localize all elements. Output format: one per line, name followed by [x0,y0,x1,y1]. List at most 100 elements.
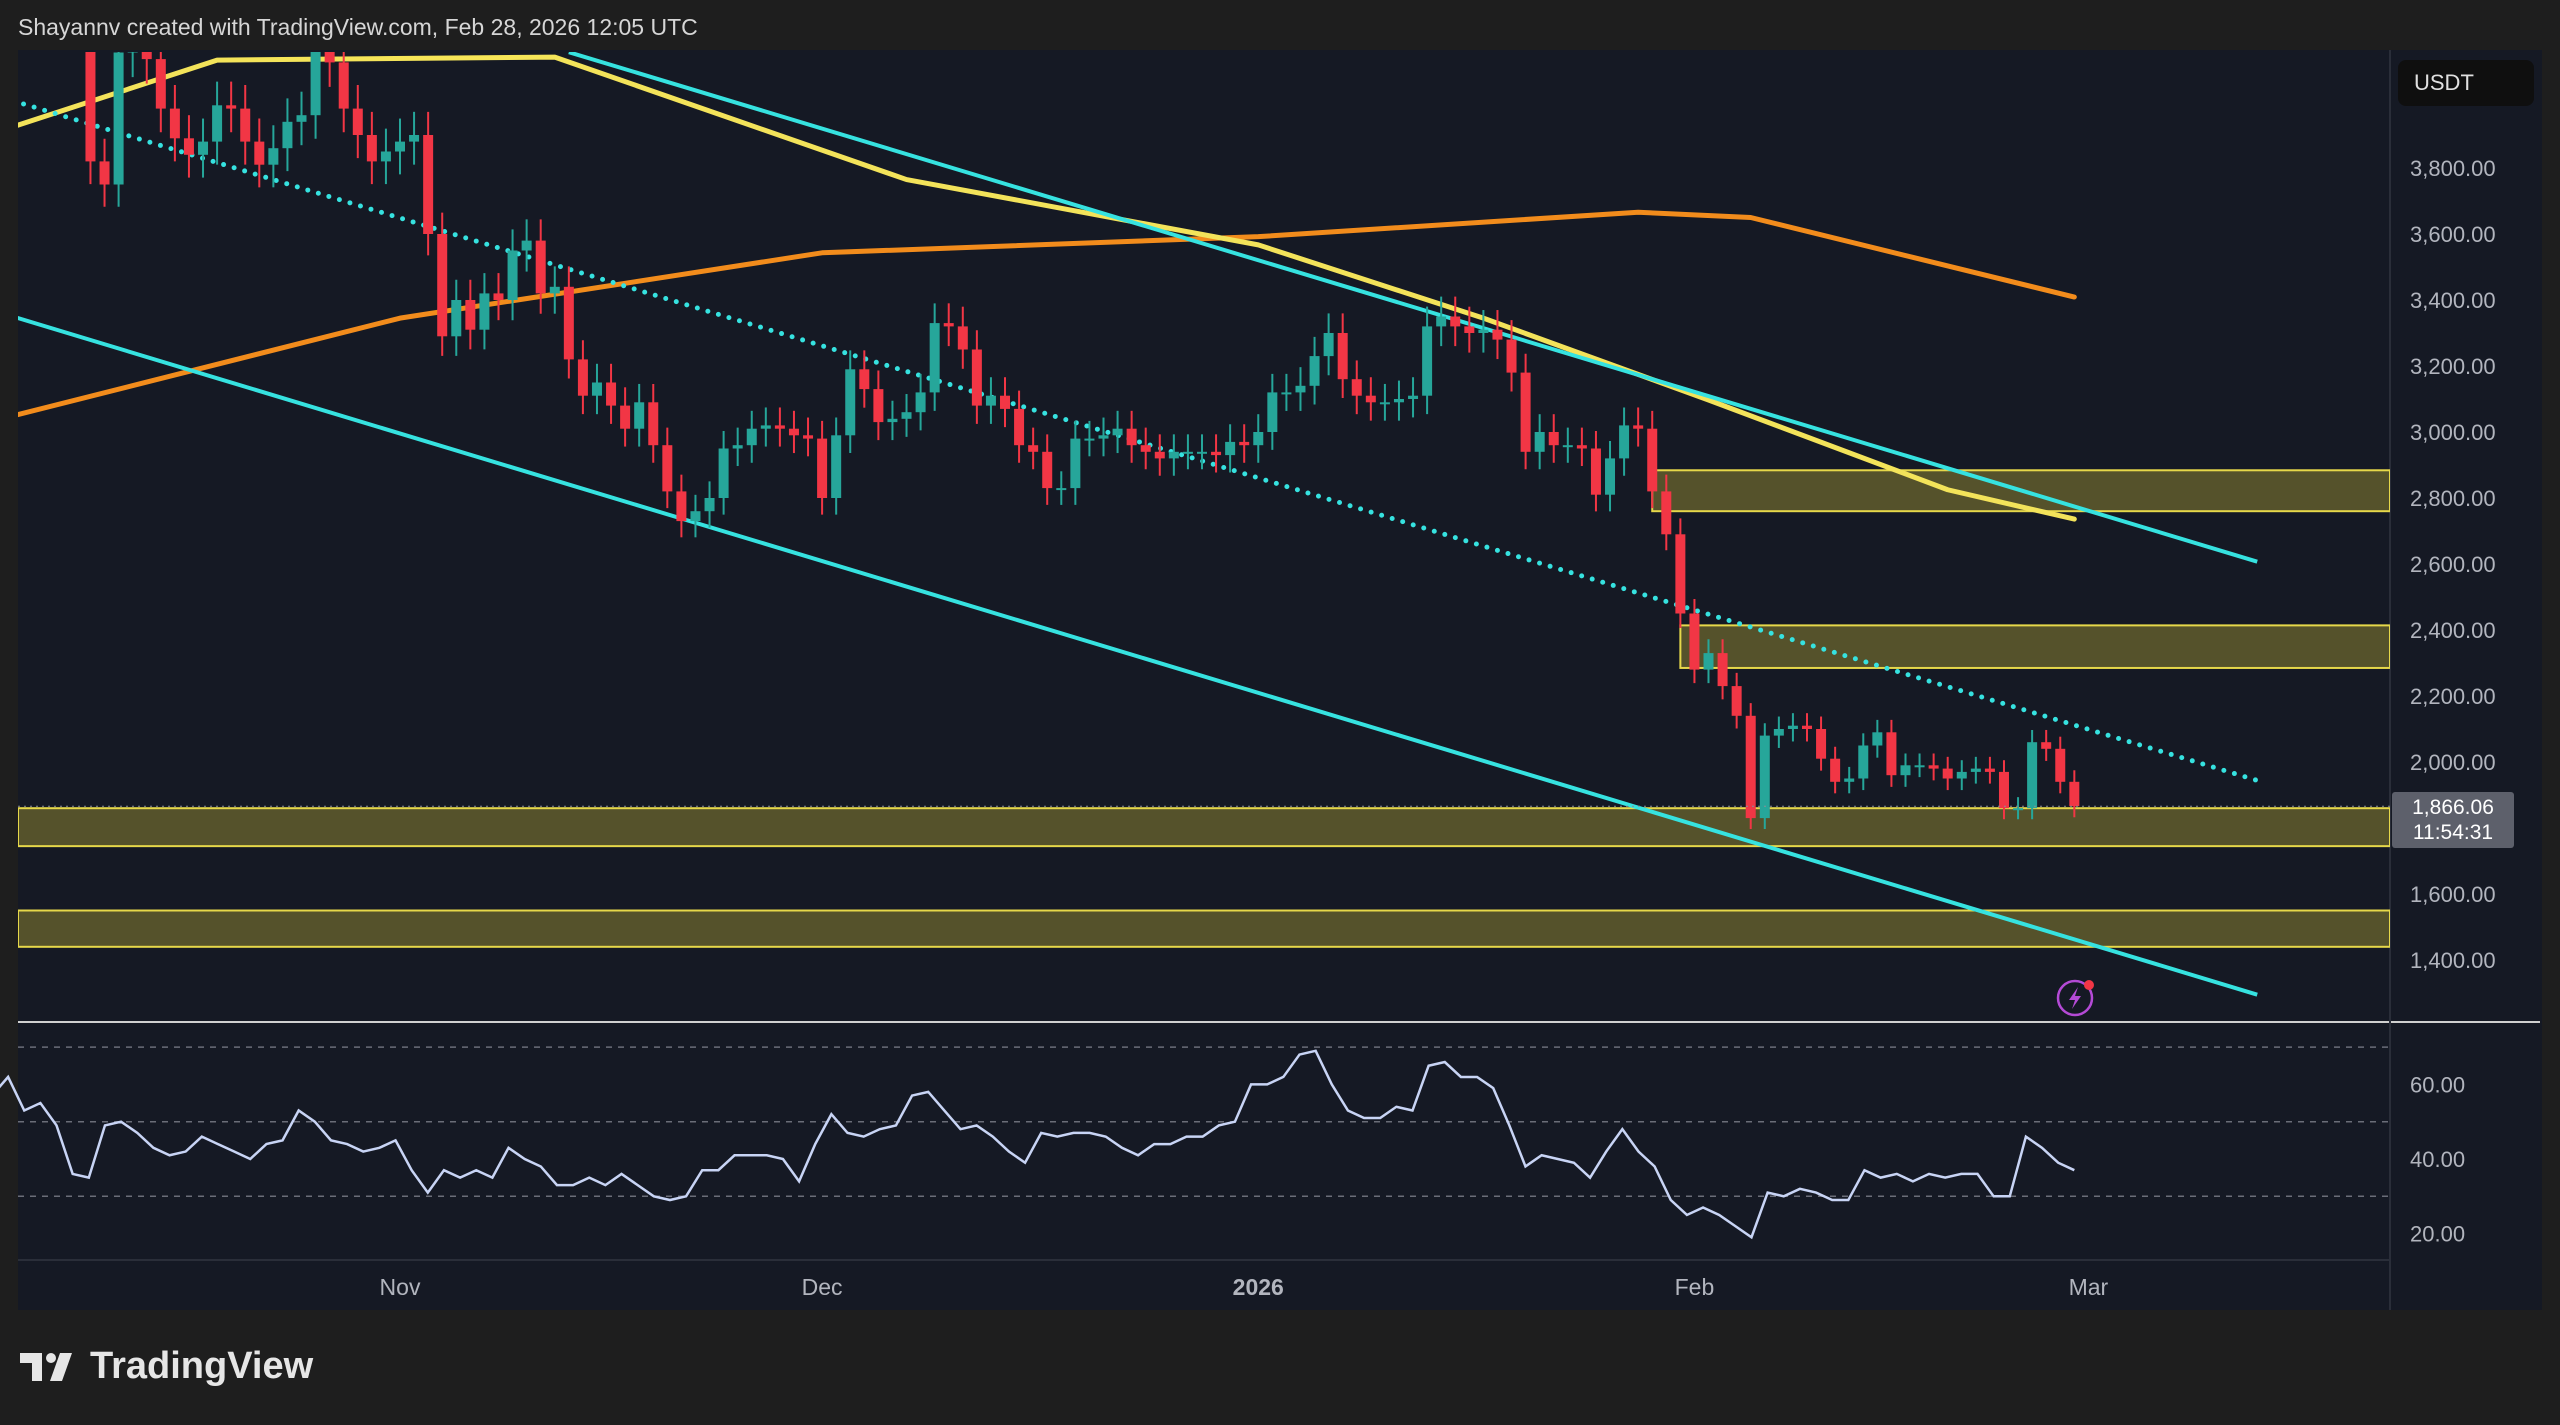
candle [591,363,602,415]
candle [1239,424,1250,463]
candle-body [1830,758,1841,782]
candle [338,52,349,133]
candle-body [1000,395,1011,409]
candle-body [1576,445,1587,449]
channel-mid [18,99,2260,783]
candle [817,420,828,515]
candle [451,279,462,356]
candle [1295,367,1306,411]
candle-body [943,323,954,327]
candle [732,427,743,467]
candle-body [268,148,279,165]
candle-body [1056,488,1067,491]
candle [423,111,434,256]
candle-body [507,250,518,300]
candle-body [380,151,391,162]
candle [1182,434,1193,470]
candle [437,212,448,356]
candle [1562,427,1573,463]
candle [1661,474,1672,551]
candle-body [1492,329,1503,340]
candle [1802,713,1812,742]
candle-body [774,425,785,429]
zones [18,469,2390,948]
candle [254,118,265,188]
candle-body [409,135,420,142]
candle-body [1211,451,1222,456]
candle [1914,753,1925,778]
candle-body [718,448,729,498]
candle [99,138,110,207]
price-tick-label: 3,600.00 [2410,222,2496,247]
price-tick-label: 1,400.00 [2410,948,2496,973]
candle [1422,306,1433,415]
candle-body [803,435,814,439]
candle [563,266,574,379]
candle [1506,320,1517,392]
zone-2 [18,807,2390,848]
candle [155,52,166,133]
price-tick-label: 2,400.00 [2410,618,2496,643]
price-tick-label: 2,000.00 [2410,750,2496,775]
candle-body [1914,765,1925,768]
candle-body [634,402,645,429]
candle [690,494,701,538]
candle [774,407,785,447]
candle-body [1984,768,1995,772]
candle-body [352,108,363,135]
candle-body [2055,748,2066,782]
candle-body [1844,778,1855,782]
candle [1492,310,1503,360]
candle-body [1408,395,1419,399]
candle [662,427,673,509]
candle [887,400,898,441]
candle [183,115,194,178]
candle-body [212,105,223,142]
candle [296,91,307,146]
candle [1267,373,1278,450]
candle [549,266,560,314]
candle-body [1534,432,1545,452]
moving-average-0 [18,209,2077,418]
tradingview-logo[interactable]: TradingView [20,1345,313,1388]
candle-body [479,293,490,330]
candle-body [915,392,926,413]
candle [141,52,152,84]
candle [479,273,490,350]
candle [465,279,476,350]
candle [929,303,940,411]
candle-body [1942,768,1953,779]
candle [169,84,180,162]
candle-body [1450,316,1461,327]
candle [1323,313,1334,376]
currency-button[interactable]: USDT [2398,60,2534,106]
candle-body [99,161,110,185]
candle-body [1590,448,1601,495]
last-price-label: 1,866.06 11:54:31 [2392,792,2514,848]
candle [1281,373,1292,411]
candle-body [1633,425,1644,429]
candle-body [437,234,448,337]
tradingview-logo-icon [20,1352,72,1381]
alert-lightning-icon[interactable] [2056,979,2094,1017]
rsi-tick-label: 60.00 [2410,1072,2465,1097]
candle [113,52,124,207]
candle-body [141,52,152,60]
candle-body [1802,725,1812,729]
attribution-header: Shayannv created with TradingView.com, F… [18,14,698,40]
candle-body [169,108,180,139]
candle-body [85,52,96,162]
time-tick-label: 2026 [1233,1274,1284,1300]
zone-1 [1679,624,2390,669]
candle [985,377,996,424]
candle [1745,703,1756,829]
candle-body [1647,428,1658,492]
candle [1084,420,1095,457]
candle-body [1506,339,1517,373]
candle [1830,746,1841,794]
candle [1408,377,1419,418]
candle [1393,380,1404,421]
last-price-value: 1,866.06 [2412,796,2494,819]
candle-body [577,359,588,396]
